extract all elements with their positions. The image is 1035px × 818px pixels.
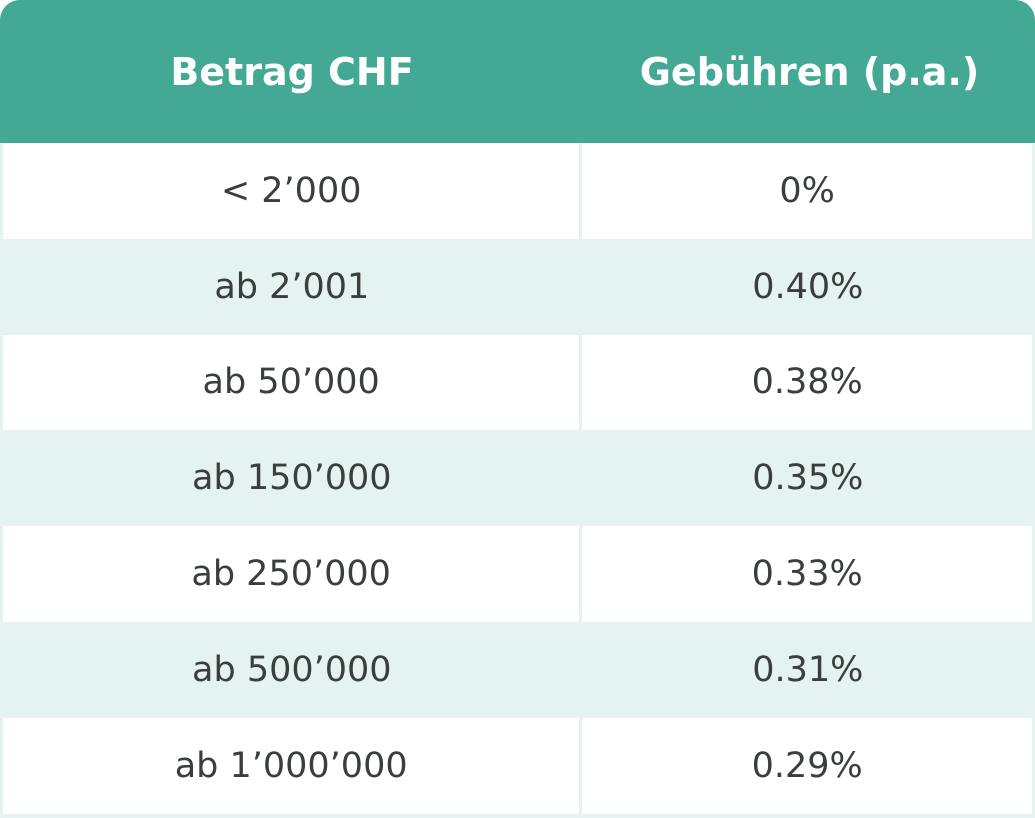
header-fees: Gebühren (p.a.)	[639, 49, 980, 94]
fee-cell: 0.31%	[583, 621, 1032, 718]
table-header: Betrag CHF Gebühren (p.a.)	[0, 0, 1035, 143]
amount-cell: ab 250’000	[3, 526, 583, 622]
amount-cell: ab 50’000	[3, 334, 583, 431]
amount-cell: ab 2’001	[3, 238, 584, 335]
fee-cell: 0.40%	[583, 238, 1032, 335]
table-row: ab 150’000 0.35%	[0, 430, 1035, 527]
table-row: ab 250’000 0.33%	[0, 526, 1035, 622]
fee-cell: 0.29%	[582, 717, 1032, 814]
amount-cell: ab 1’000’000	[3, 717, 583, 814]
table-row: ab 2’001 0.40%	[0, 238, 1035, 335]
header-amount: Betrag CHF	[170, 49, 414, 94]
amount-cell: ab 150’000	[3, 430, 584, 527]
table-row: < 2’000 0%	[0, 143, 1035, 239]
table-row: ab 500’000 0.31%	[0, 621, 1035, 718]
amount-cell: < 2’000	[3, 143, 583, 239]
fee-cell: 0.38%	[582, 334, 1032, 431]
fee-cell: 0.33%	[582, 526, 1032, 622]
fee-cell: 0%	[582, 143, 1032, 239]
amount-cell: ab 500’000	[3, 621, 584, 718]
table-row: ab 50’000 0.38%	[0, 334, 1035, 431]
fee-cell: 0.35%	[583, 430, 1032, 527]
table-row: ab 1’000’000 0.29%	[0, 717, 1035, 814]
